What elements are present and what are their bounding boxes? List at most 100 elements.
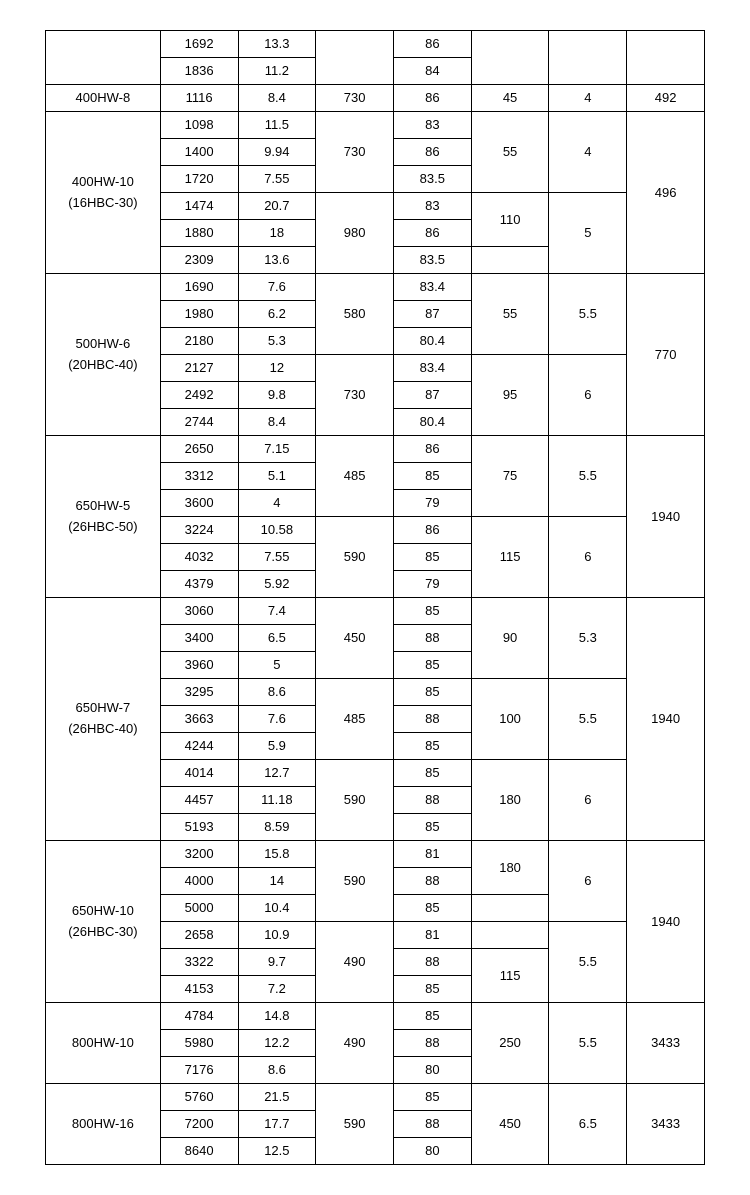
cell: 8.59 [238, 814, 316, 841]
cell: 14 [238, 868, 316, 895]
cell: 5.5 [549, 922, 627, 1003]
cell: 500HW-6(20HBC-40) [46, 274, 161, 436]
cell: 11.5 [238, 112, 316, 139]
cell: 15.8 [238, 841, 316, 868]
cell: 650HW-5(26HBC-50) [46, 436, 161, 598]
cell: 7.2 [238, 976, 316, 1003]
cell: 2744 [160, 409, 238, 436]
cell: 5.5 [549, 436, 627, 517]
cell: 9.8 [238, 382, 316, 409]
cell: 180 [471, 841, 549, 895]
cell: 590 [316, 841, 394, 922]
cell [471, 895, 549, 922]
cell: 4457 [160, 787, 238, 814]
cell: 85 [393, 652, 471, 679]
cell: 83.4 [393, 274, 471, 301]
cell: 80.4 [393, 409, 471, 436]
cell [627, 31, 705, 85]
cell: 55 [471, 274, 549, 355]
cell: 3433 [627, 1003, 705, 1084]
cell: 5 [549, 193, 627, 274]
cell: 3060 [160, 598, 238, 625]
cell: 3295 [160, 679, 238, 706]
cell: 45 [471, 85, 549, 112]
cell: 80.4 [393, 328, 471, 355]
cell: 4244 [160, 733, 238, 760]
cell: 8.6 [238, 679, 316, 706]
cell: 85 [393, 1003, 471, 1030]
cell: 86 [393, 85, 471, 112]
cell: 110 [471, 193, 549, 247]
cell: 590 [316, 517, 394, 598]
cell: 85 [393, 895, 471, 922]
cell: 80 [393, 1138, 471, 1165]
cell: 11.2 [238, 58, 316, 85]
cell: 88 [393, 868, 471, 895]
cell: 87 [393, 301, 471, 328]
cell: 95 [471, 355, 549, 436]
cell: 85 [393, 544, 471, 571]
cell: 9.7 [238, 949, 316, 976]
cell: 590 [316, 1084, 394, 1165]
cell: 2658 [160, 922, 238, 949]
cell: 250 [471, 1003, 549, 1084]
cell: 12.2 [238, 1030, 316, 1057]
cell: 5.5 [549, 1003, 627, 1084]
cell: 3433 [627, 1084, 705, 1165]
cell: 12.7 [238, 760, 316, 787]
cell: 5193 [160, 814, 238, 841]
cell: 79 [393, 571, 471, 598]
cell: 12 [238, 355, 316, 382]
cell: 79 [393, 490, 471, 517]
cell: 4379 [160, 571, 238, 598]
cell: 13.6 [238, 247, 316, 274]
cell: 21.5 [238, 1084, 316, 1111]
cell: 650HW-10(26HBC-30) [46, 841, 161, 1003]
cell: 1880 [160, 220, 238, 247]
cell: 6.2 [238, 301, 316, 328]
cell: 88 [393, 1030, 471, 1057]
cell: 8.4 [238, 409, 316, 436]
cell: 8.6 [238, 1057, 316, 1084]
cell: 5.1 [238, 463, 316, 490]
cell: 4153 [160, 976, 238, 1003]
cell: 7.6 [238, 274, 316, 301]
cell: 4784 [160, 1003, 238, 1030]
cell: 83 [393, 193, 471, 220]
cell: 12.5 [238, 1138, 316, 1165]
cell: 2492 [160, 382, 238, 409]
cell: 3400 [160, 625, 238, 652]
cell: 17.7 [238, 1111, 316, 1138]
cell: 1940 [627, 436, 705, 598]
cell: 7.6 [238, 706, 316, 733]
cell [471, 31, 549, 85]
cell: 450 [471, 1084, 549, 1165]
cell [471, 922, 549, 949]
cell: 7.4 [238, 598, 316, 625]
cell: 2127 [160, 355, 238, 382]
cell: 115 [471, 949, 549, 1003]
cell: 83.5 [393, 247, 471, 274]
cell: 86 [393, 436, 471, 463]
cell: 1836 [160, 58, 238, 85]
cell: 8640 [160, 1138, 238, 1165]
cell: 85 [393, 1084, 471, 1111]
cell: 5.3 [549, 598, 627, 679]
cell: 2180 [160, 328, 238, 355]
cell: 730 [316, 85, 394, 112]
cell: 6.5 [549, 1084, 627, 1165]
cell: 4000 [160, 868, 238, 895]
cell: 9.94 [238, 139, 316, 166]
cell: 3200 [160, 841, 238, 868]
pump-spec-table: 169213.386183611.284400HW-811168.4730864… [45, 30, 705, 1165]
cell [46, 31, 161, 85]
cell: 650HW-7(26HBC-40) [46, 598, 161, 841]
cell: 85 [393, 679, 471, 706]
cell: 800HW-16 [46, 1084, 161, 1165]
cell: 1980 [160, 301, 238, 328]
cell [549, 31, 627, 85]
cell [316, 31, 394, 85]
cell: 1940 [627, 598, 705, 841]
cell: 5980 [160, 1030, 238, 1057]
cell: 1400 [160, 139, 238, 166]
